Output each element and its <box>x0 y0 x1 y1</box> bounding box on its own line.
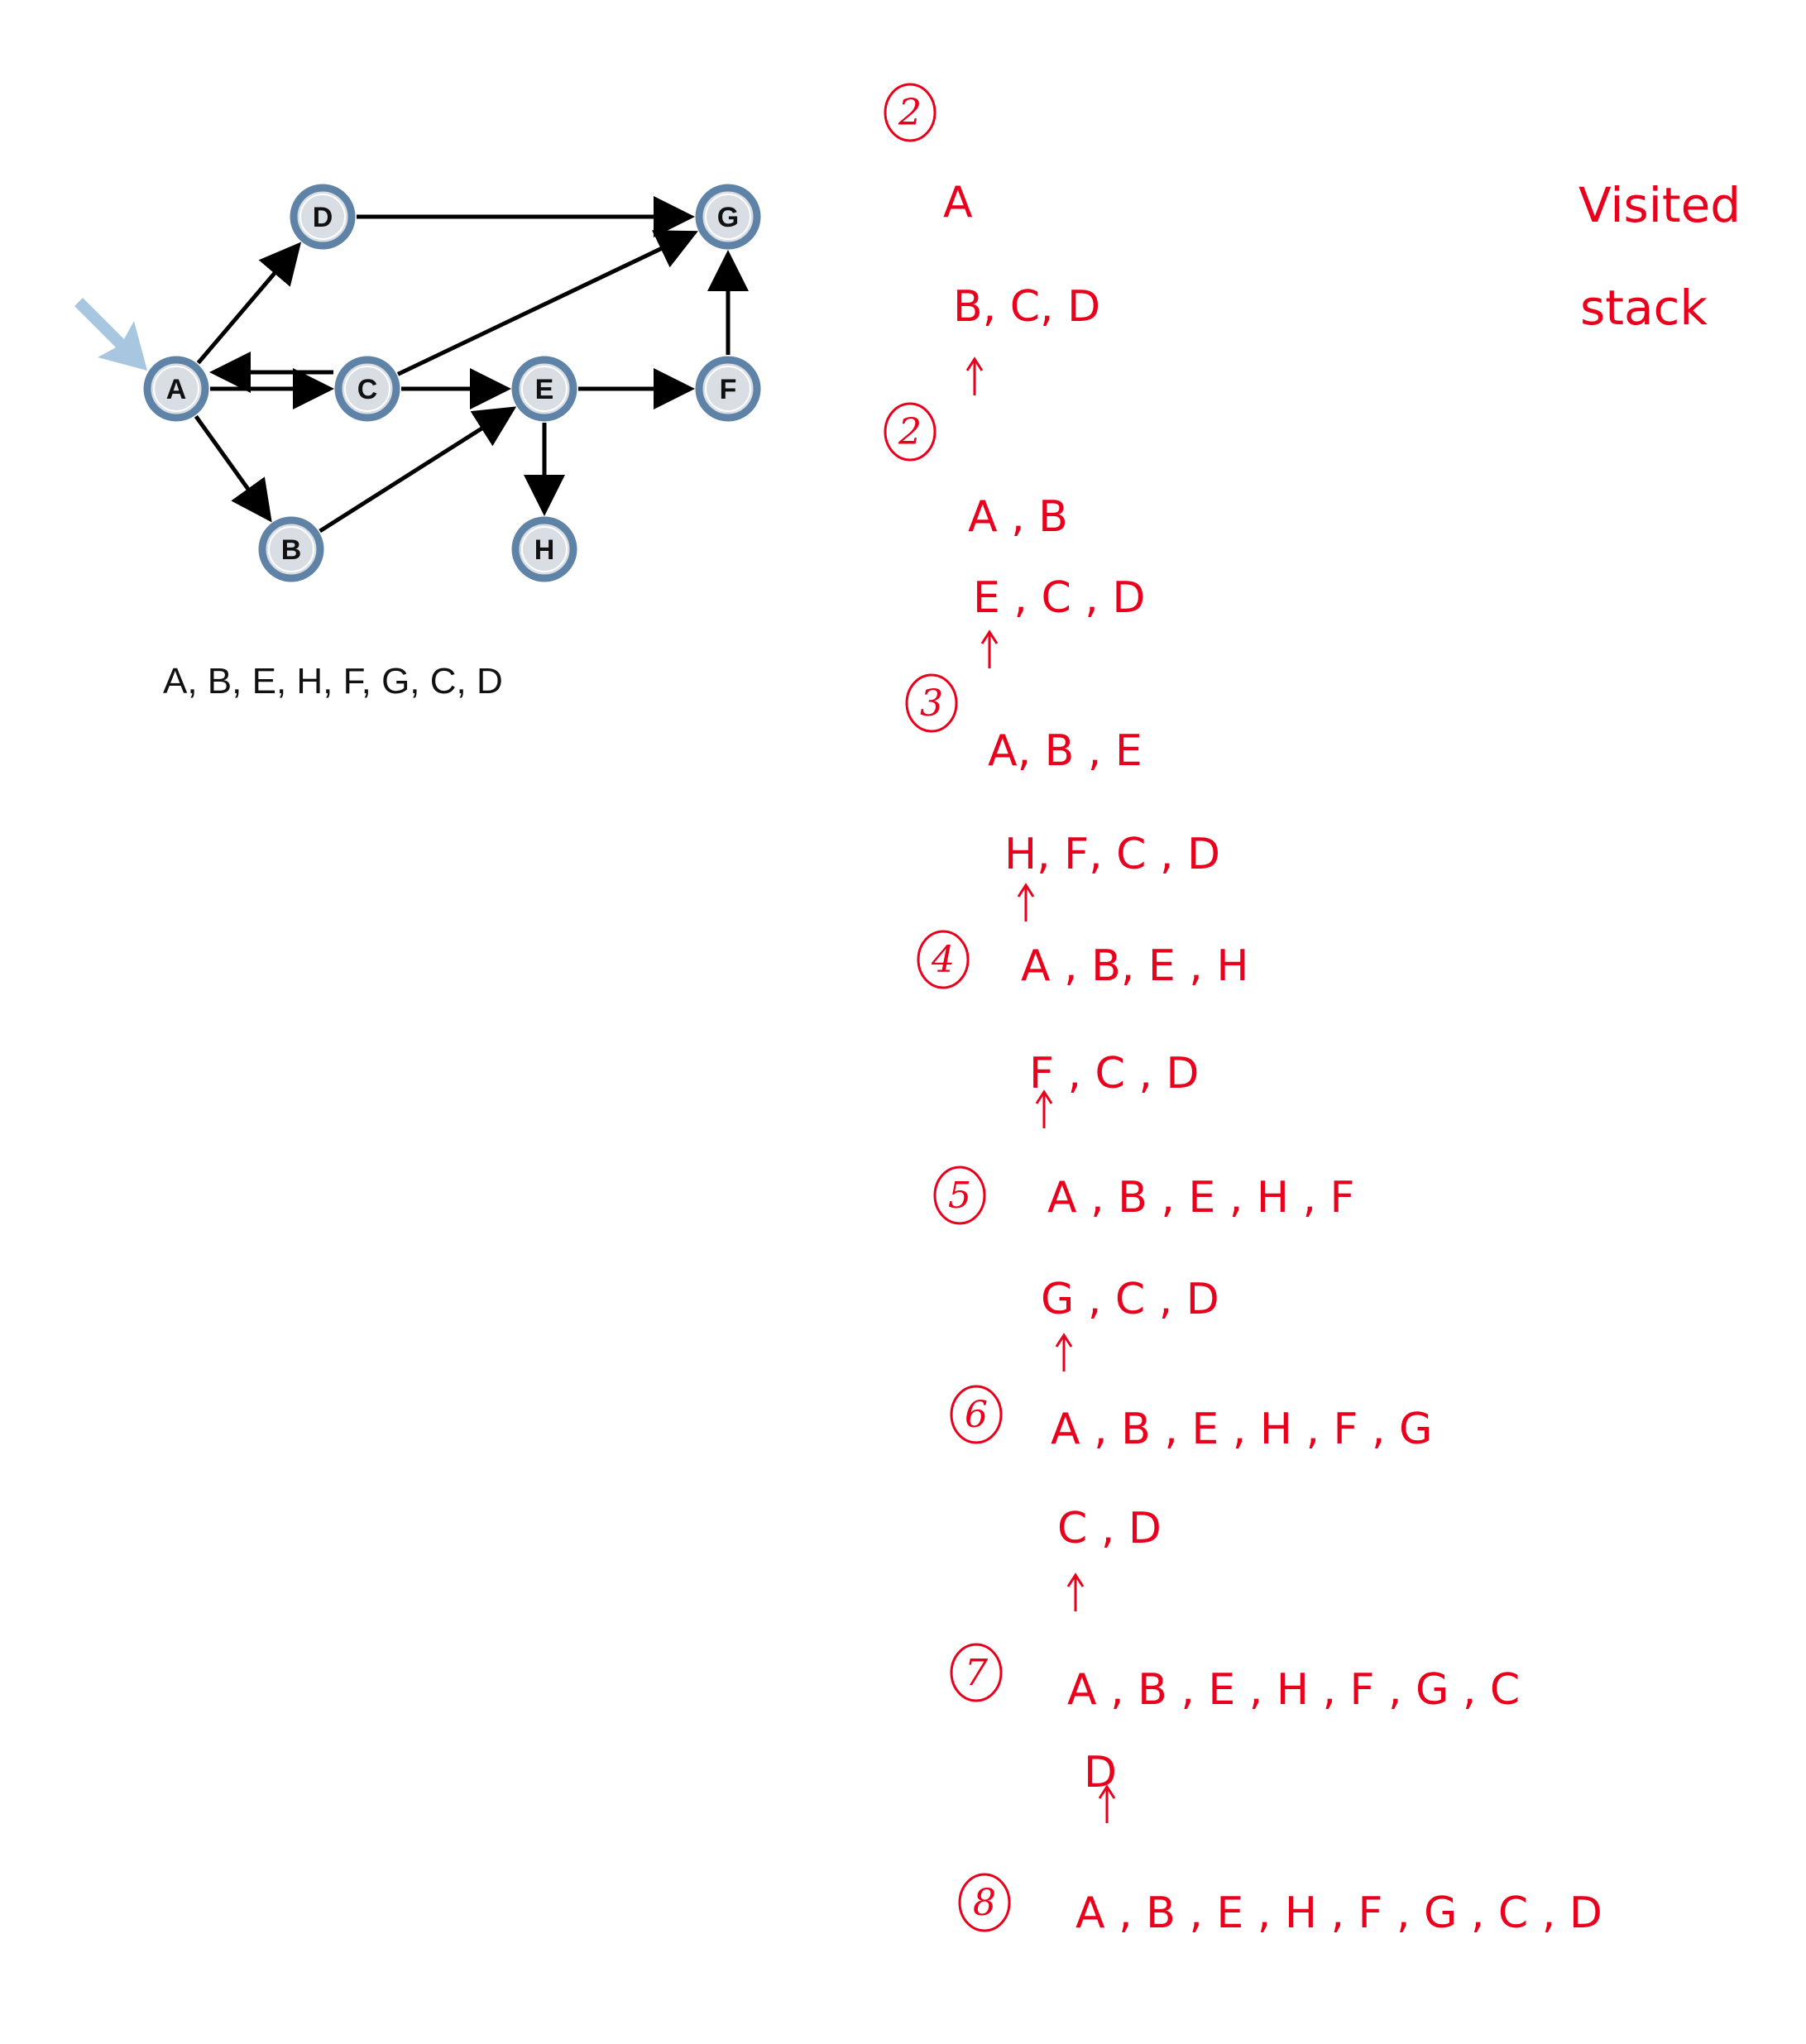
step-number-circle <box>905 673 958 733</box>
step-number: 5 <box>948 1175 971 1217</box>
step-4: 4 A , B, E , H F , C , D <box>917 930 1248 1128</box>
node-label: F <box>720 374 737 405</box>
visited-list: A , B, E , H <box>1021 941 1248 991</box>
visited-list: A , B , E , H , F , G <box>1051 1405 1432 1454</box>
visited-list: A, B , E <box>988 726 1143 776</box>
step-number-circle <box>917 930 970 989</box>
step-6: 6 A , B , E , H , F , G C , D <box>950 1385 1432 1611</box>
node-label: C <box>357 374 378 405</box>
node-c: C <box>334 356 400 422</box>
stack-list: B, C, D <box>953 282 1100 332</box>
node-e: E <box>511 356 577 422</box>
stack-top-arrow-icon <box>1066 1572 1085 1611</box>
stack-list: H, F, C , D <box>1004 830 1220 879</box>
stack-top-arrow-icon <box>965 357 984 395</box>
graph-edges <box>194 196 749 534</box>
node-f: F <box>695 356 761 422</box>
graph-nodes: A B C D E F G H <box>143 184 761 582</box>
step-number: 4 <box>931 939 955 981</box>
visited-list: A , B , E , H , F , G , C , D <box>1075 1888 1602 1938</box>
visited-list: A , B <box>968 492 1068 542</box>
step-8: 8 A , B , E , H , F , G , C , D <box>958 1873 1602 1938</box>
edge-c-to-g <box>396 230 698 376</box>
stack-list: G , C , D <box>1041 1275 1219 1324</box>
stack-list: E , C , D <box>973 573 1145 623</box>
stack-list: D <box>1084 1748 1117 1797</box>
node-label: B <box>281 534 302 566</box>
edge-a-to-d <box>196 242 302 365</box>
stack-top-arrow-icon <box>980 629 999 668</box>
step-number: 7 <box>965 1652 988 1694</box>
node-b: B <box>258 516 324 582</box>
node-label: G <box>717 202 739 233</box>
node-d: D <box>290 184 356 250</box>
step-2: 2 A , B E , C , D <box>884 402 1145 668</box>
step-number: 2 <box>898 411 922 453</box>
visited-list: A , B , E , H , F , G , C <box>1067 1665 1520 1715</box>
step-number: 3 <box>920 682 943 725</box>
node-a: A <box>143 356 209 422</box>
step-number-circle <box>884 83 937 142</box>
stack-top-arrow-icon <box>1035 1089 1053 1128</box>
node-label: E <box>535 374 554 405</box>
step-number: 8 <box>973 1882 996 1924</box>
legend-stack: stack <box>1580 280 1708 336</box>
edge-b-to-e <box>319 406 517 534</box>
stack-list: F , C , D <box>1029 1049 1199 1099</box>
step-number: 2 <box>898 92 922 134</box>
stack-top-arrow-icon <box>1055 1333 1073 1371</box>
step-number-circle <box>933 1166 986 1225</box>
step-number-circle <box>950 1643 1003 1702</box>
step-7: 7 A , B , E , H , F , G , C D <box>950 1643 1520 1823</box>
visited-list: A , B , E , H , F <box>1047 1173 1354 1223</box>
node-label: H <box>534 534 555 566</box>
handwritten-notes: Visited stack 2 A B, C, D 2 A , B E , C , D 3 A… <box>884 83 1741 1938</box>
step-number: 6 <box>965 1394 988 1436</box>
visited-list: A <box>943 178 973 227</box>
stack-top-arrow-icon <box>1017 883 1035 921</box>
node-label: D <box>313 202 333 233</box>
step-5: 5 A , B , E , H , F G , C , D <box>933 1166 1354 1371</box>
start-pointer-icon <box>74 298 147 371</box>
node-label: A <box>166 374 187 405</box>
legend-visited: Visited <box>1578 177 1741 233</box>
node-g: G <box>695 184 761 250</box>
step-number-circle <box>884 402 937 462</box>
edge-a-to-b <box>194 414 272 523</box>
step-number-circle <box>958 1873 1011 1932</box>
traversal-order: A, B, E, H, F, G, C, D <box>163 661 503 701</box>
step-number-circle <box>950 1385 1003 1444</box>
step-1: 2 A B, C, D <box>884 83 1100 395</box>
step-3: 3 A, B , E H, F, C , D <box>905 673 1220 921</box>
stack-list: C , D <box>1057 1504 1162 1553</box>
node-h: H <box>511 516 577 582</box>
stack-top-arrow-icon <box>1098 1784 1116 1823</box>
